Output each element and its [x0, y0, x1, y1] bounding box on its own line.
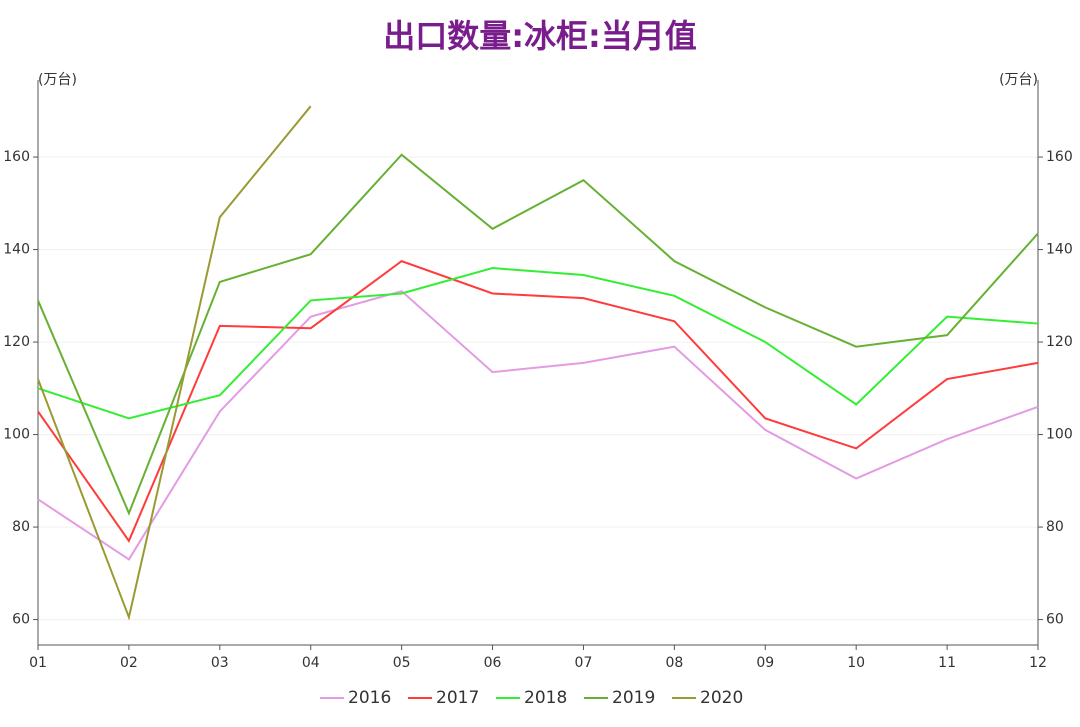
x-tick-label: 04 [302, 655, 320, 671]
y2-tick-label: 100 [1046, 427, 1073, 443]
y-tick-label: 60 [12, 612, 30, 628]
legend-label: 2019 [612, 688, 655, 708]
y-tick-label: 140 [3, 242, 30, 258]
legend-label: 2018 [524, 688, 567, 708]
x-tick-label: 12 [1029, 655, 1047, 671]
y2-tick-label: 120 [1046, 334, 1073, 350]
y2-tick-label: 140 [1046, 242, 1073, 258]
x-tick-label: 03 [211, 655, 229, 671]
x-tick-label: 05 [393, 655, 411, 671]
chart-title: 出口数量:冰柜:当月值 [383, 17, 697, 55]
series-line [37, 290, 1039, 561]
y-tick-label: 120 [3, 334, 30, 350]
y-tick-label: 80 [12, 519, 30, 535]
legend-label: 2017 [436, 688, 479, 708]
y2-tick-label: 80 [1046, 519, 1064, 535]
x-tick-label: 06 [484, 655, 502, 671]
y2-tick-label: 160 [1046, 149, 1073, 165]
x-tick-label: 02 [120, 655, 138, 671]
series-line [37, 153, 1039, 516]
x-tick-label: 09 [756, 655, 774, 671]
y-tick-label: 160 [3, 149, 30, 165]
x-tick-label: 10 [847, 655, 865, 671]
series-line [37, 267, 1039, 420]
y2-tick-label: 60 [1046, 612, 1064, 628]
series-line [37, 260, 1039, 543]
y2-axis-label: (万台) [999, 72, 1038, 88]
x-tick-label: 07 [575, 655, 593, 671]
y-tick-label: 100 [3, 427, 30, 443]
y-axis-label: (万台) [38, 72, 77, 88]
x-tick-label: 11 [938, 655, 956, 671]
legend-label: 2020 [700, 688, 743, 708]
series-line [37, 105, 312, 621]
x-tick-label: 08 [665, 655, 683, 671]
x-tick-label: 01 [29, 655, 47, 671]
legend-label: 2016 [348, 688, 391, 708]
